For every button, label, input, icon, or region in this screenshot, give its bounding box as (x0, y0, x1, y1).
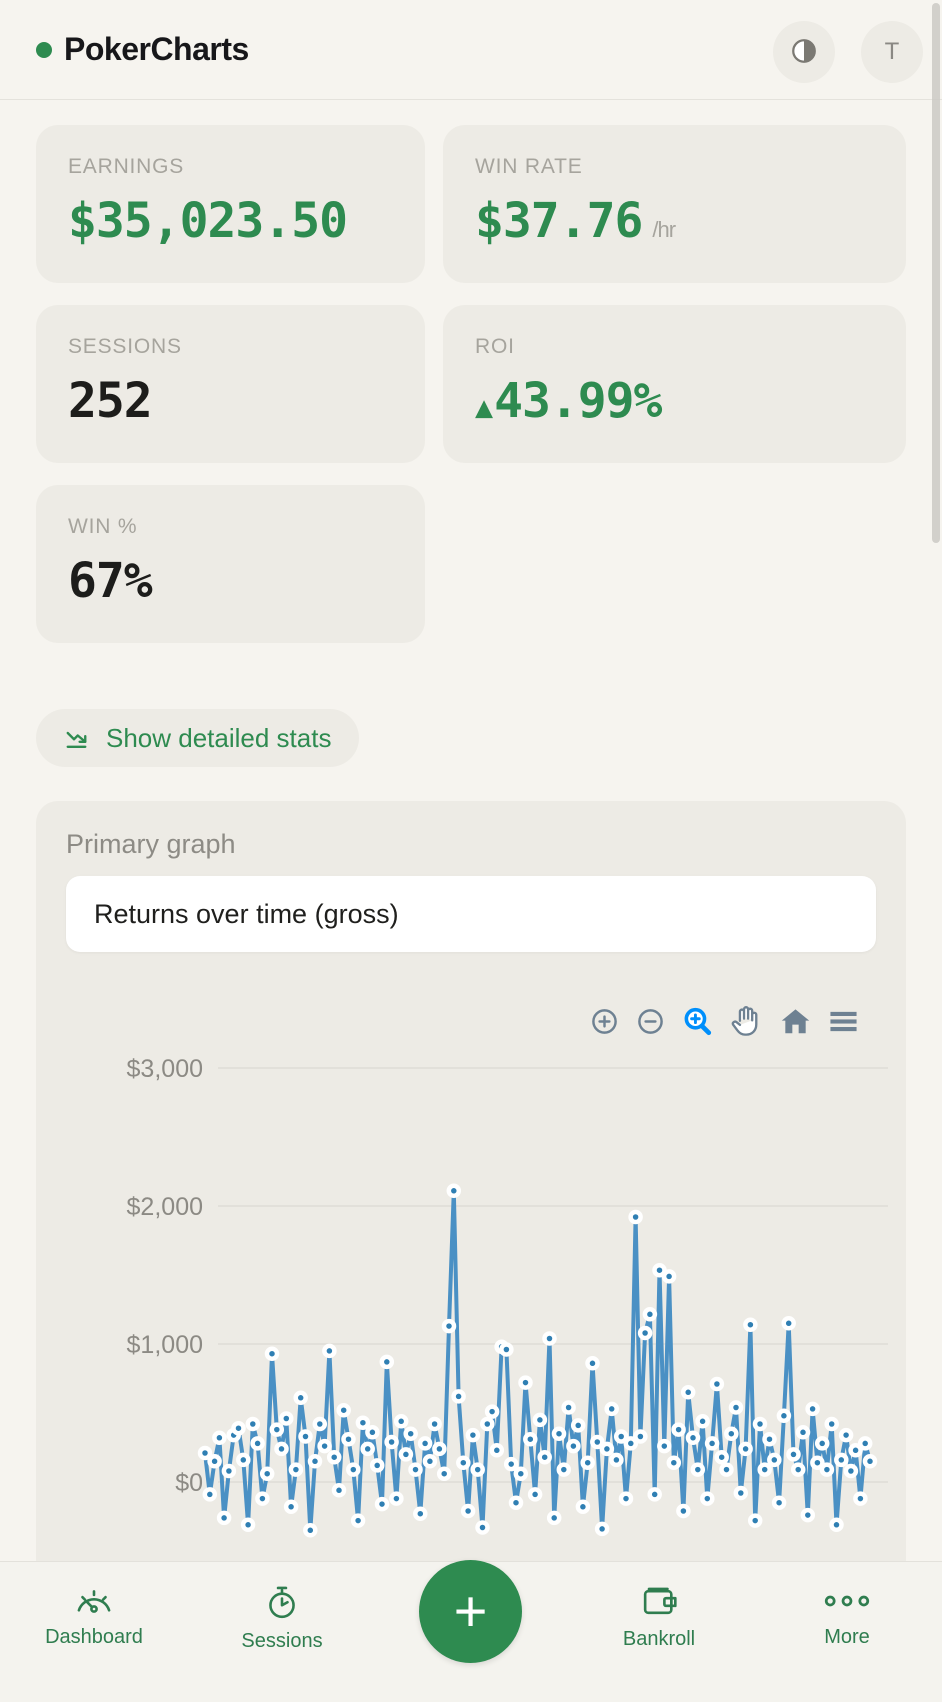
nav-item-sessions[interactable]: Sessions (202, 1584, 362, 1653)
chart-area: $3,000 $2,000 $1,000 $0 (36, 970, 890, 1590)
stat-value: 67% (68, 553, 153, 609)
stat-suffix: /hr (652, 217, 676, 242)
stat-card-win-rate: WIN RATE $37.76/hr (443, 125, 906, 283)
nav-label: More (824, 1626, 870, 1648)
stat-label: WIN RATE (475, 155, 583, 178)
wallet-icon (639, 1584, 679, 1620)
stat-card-sessions: SESSIONS 252 (36, 305, 425, 463)
stat-value: 252 (68, 373, 153, 429)
brand-dot-icon (36, 41, 52, 58)
svg-text:$1,000: $1,000 (127, 1331, 203, 1359)
menu-icon[interactable] (827, 1005, 860, 1038)
chart-toolbar (589, 1004, 860, 1039)
svg-text:$0: $0 (175, 1469, 203, 1497)
app-title: PokerCharts (64, 31, 249, 67)
stat-label: ROI (475, 335, 515, 358)
avatar-button[interactable]: T (861, 21, 923, 83)
three-dots-icon (818, 1584, 876, 1618)
selection-zoom-icon[interactable] (681, 1005, 714, 1038)
stopwatch-icon (265, 1584, 299, 1622)
stat-card-win-pct: WIN % 67% (36, 485, 425, 643)
nav-item-more[interactable]: More (767, 1584, 927, 1649)
avatar: T (884, 38, 900, 65)
nav-item-bankroll[interactable]: Bankroll (579, 1584, 739, 1651)
stat-card-earnings: EARNINGS $35,023.50 (36, 125, 425, 283)
add-session-fab[interactable]: + (419, 1560, 522, 1663)
zoom-in-icon[interactable] (589, 1006, 620, 1037)
nav-label: Bankroll (622, 1628, 696, 1650)
returns-line-chart[interactable]: $3,000 $2,000 $1,000 $0 (36, 970, 890, 1590)
trend-down-icon (64, 723, 94, 753)
primary-graph-card: Primary graph Returns over time (gross) (36, 801, 906, 1698)
stat-label: SESSIONS (68, 335, 182, 358)
nav-label: Dashboard (45, 1626, 143, 1648)
pan-icon[interactable] (729, 1004, 764, 1039)
contrast-icon (789, 36, 819, 69)
app-header: PokerCharts T (0, 0, 942, 100)
zoom-out-icon[interactable] (635, 1006, 666, 1037)
stat-label: EARNINGS (68, 155, 185, 178)
svg-text:$3,000: $3,000 (127, 1055, 203, 1083)
graph-type-select[interactable]: Returns over time (gross) (66, 876, 876, 952)
show-detailed-stats-button[interactable]: Show detailed stats (36, 709, 360, 767)
home-icon[interactable] (779, 1005, 812, 1038)
nav-label: Sessions (241, 1630, 323, 1652)
stat-value: $35,023.50 (68, 193, 348, 249)
stat-value: $37.76/hr (475, 193, 676, 249)
up-triangle-icon: ▲ (475, 390, 493, 425)
theme-toggle-button[interactable] (773, 21, 835, 83)
stats-grid: EARNINGS $35,023.50 WIN RATE $37.76/hr S… (0, 100, 942, 643)
show-detailed-stats-label: Show detailed stats (106, 722, 332, 753)
header-actions: T (773, 21, 923, 83)
stat-value: ▲43.99% (475, 373, 662, 429)
scrollbar[interactable] (932, 3, 940, 543)
gauge-icon (74, 1584, 114, 1618)
stat-card-roi: ROI ▲43.99% (443, 305, 906, 463)
stat-label: WIN % (68, 515, 138, 538)
nav-item-dashboard[interactable]: Dashboard (14, 1584, 174, 1649)
graph-section-title: Primary graph (66, 829, 236, 859)
bottom-nav: Dashboard Sessions + (0, 1560, 942, 1702)
svg-text:$2,000: $2,000 (127, 1193, 203, 1221)
